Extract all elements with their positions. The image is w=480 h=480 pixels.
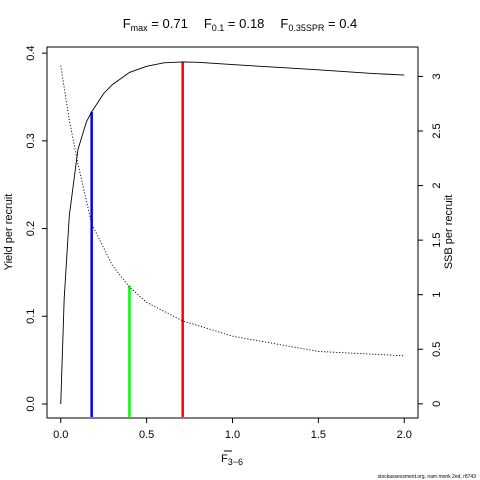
y-axis-right: 0 0.5 1 1.5 2 2.5 3 — [418, 73, 443, 407]
title-text: Fmax = 0.71 F0.1 = 0.18 F0.35SPR = 0.4 — [123, 16, 358, 33]
x-tick-label: 0.0 — [53, 429, 68, 441]
ssb-per-recruit-line — [60, 65, 405, 357]
y-left-tick-label: 0.0 — [25, 396, 37, 411]
y-right-tick-label: 2 — [431, 183, 443, 189]
title-part-value: = 0.18 — [224, 16, 264, 31]
title-part-main: F — [280, 16, 288, 31]
y-right-tick-label: 2.5 — [431, 123, 443, 138]
y-left-tick-label: 0.1 — [25, 309, 37, 324]
x-tick-label: 0.5 — [139, 429, 154, 441]
title-part-sub: 0.35SPR — [288, 23, 325, 33]
title-part-value: = 0.4 — [324, 16, 357, 31]
y-right-tick-label: 1.5 — [431, 232, 443, 247]
footnote: stockassessment.org, nam monk 2ed, r8743 — [378, 474, 477, 480]
chart-title: Fmax = 0.71 F0.1 = 0.18 F0.35SPR = 0.4 — [123, 16, 358, 33]
y-left-tick-label: 0.4 — [25, 45, 37, 60]
y-right-tick-label: 0 — [431, 401, 443, 407]
reference-lines — [90, 61, 184, 417]
title-part-main: F — [123, 16, 131, 31]
title-part-sub: max — [131, 23, 149, 33]
title-part-sub: 0.1 — [212, 23, 225, 33]
title-part-main: F — [204, 16, 212, 31]
x-tick-label: 1.0 — [225, 429, 240, 441]
x-tick-label: 1.5 — [311, 429, 326, 441]
y-axis-left-label: Yield per recruit — [3, 194, 15, 271]
y-right-tick-label: 3 — [431, 73, 443, 79]
y-left-tick-label: 0.2 — [25, 221, 37, 236]
series-lines — [60, 61, 405, 404]
x-axis-label-main: F — [221, 453, 228, 465]
y-axis-right-label: SSB per recruit — [443, 195, 455, 270]
title-part-value: = 0.71 — [148, 16, 188, 31]
yield-per-recruit-line — [60, 61, 405, 404]
x-axis-label: F3−6 — [221, 450, 243, 467]
x-axis-label-text: F3−6 — [221, 453, 243, 467]
y-right-tick-label: 0.5 — [431, 342, 443, 357]
x-axis: 0.0 0.5 1.0 1.5 2.0 — [53, 418, 412, 441]
x-tick-label: 2.0 — [397, 429, 412, 441]
y-axis-left: 0.0 0.1 0.2 0.3 0.4 — [25, 45, 47, 412]
y-right-tick-label: 1 — [431, 292, 443, 298]
plot-frame — [46, 46, 419, 419]
x-axis-label-sub: 3−6 — [228, 457, 243, 467]
y-left-tick-label: 0.3 — [25, 133, 37, 148]
